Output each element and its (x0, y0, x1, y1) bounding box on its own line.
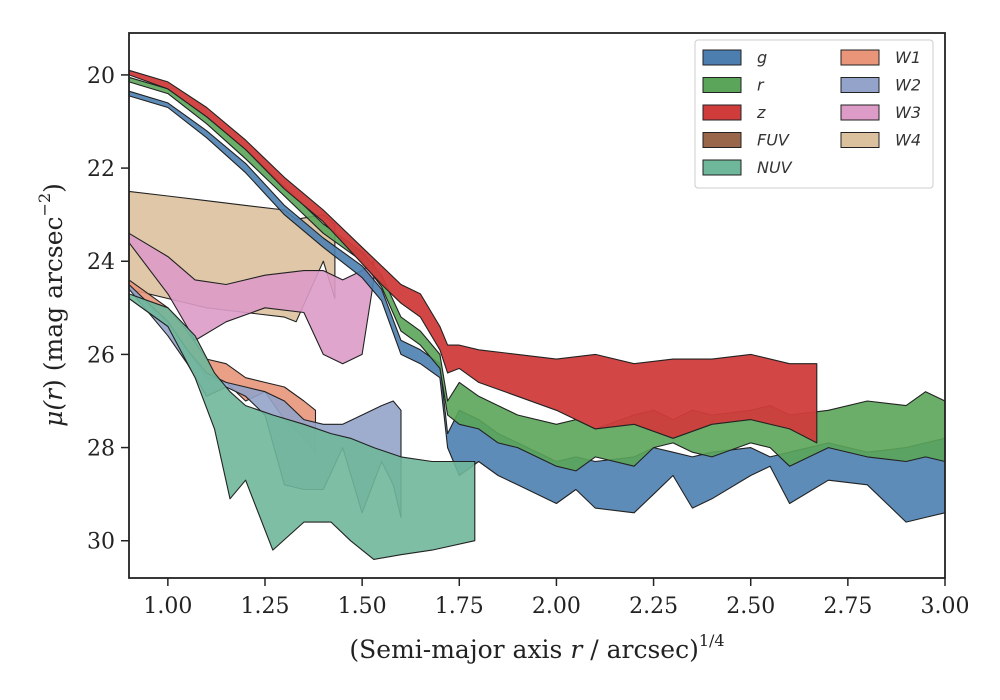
legend-label-nuv: NUV (757, 158, 793, 177)
legend-swatch-nuv (702, 159, 742, 176)
x-tick-label: 2.75 (823, 594, 872, 619)
legend-swatch-w2 (840, 77, 880, 93)
x-axis-label: (Semi-major axis r / arcsec)1/4 (349, 631, 724, 664)
legend-swatch-fuv (702, 132, 742, 148)
legend-label-w3: W3 (895, 103, 921, 122)
legend-label-z: z (756, 103, 766, 122)
x-axis-ticks: 1.00 1.25 1.50 1.75 2.00 2.25 2.50 2.75 3.00 (143, 578, 969, 619)
x-tick-label: 1.25 (241, 594, 290, 619)
legend-label-w2: W2 (895, 76, 921, 95)
legend-swatch-z (702, 104, 742, 121)
x-tick-label: 1.50 (338, 594, 387, 619)
y-axis-ticks: 20 22 24 26 28 30 (87, 64, 129, 555)
legend-label-fuv: FUV (757, 131, 790, 150)
legend-label-w1: W1 (895, 48, 921, 67)
y-tick-label: 24 (87, 250, 115, 275)
legend-swatch-w3 (840, 104, 880, 121)
x-tick-label: 1.00 (143, 594, 192, 619)
legend-label-r: r (757, 76, 765, 95)
area-layer (128, 69, 946, 560)
band-z (128, 69, 818, 444)
legend-swatch-g (702, 49, 742, 66)
legend-swatch-w1 (840, 49, 880, 66)
x-tick-label: 1.75 (435, 594, 484, 619)
y-tick-label: 22 (87, 157, 115, 182)
plot-frame (128, 32, 946, 579)
legend-swatch-r (702, 77, 742, 93)
y-tick-label: 20 (87, 64, 115, 89)
x-tick-label: 2.00 (532, 594, 581, 619)
x-tick-label: 3.00 (921, 594, 970, 619)
y-axis-label: μ(r) (mag arcsec−2) (35, 183, 68, 427)
legend: grz FUV NUV W1 W2 W3 W4 (694, 39, 934, 189)
legend-label-g: g (757, 48, 767, 67)
band-nuv (128, 293, 476, 560)
legend-label-w4: W4 (895, 131, 921, 150)
y-tick-label: 30 (87, 530, 115, 555)
x-tick-label: 2.50 (726, 594, 775, 619)
y-tick-label: 28 (87, 437, 115, 462)
legend-swatch-w4 (840, 132, 880, 148)
y-tick-label: 26 (87, 343, 115, 368)
x-tick-label: 2.25 (629, 594, 678, 619)
